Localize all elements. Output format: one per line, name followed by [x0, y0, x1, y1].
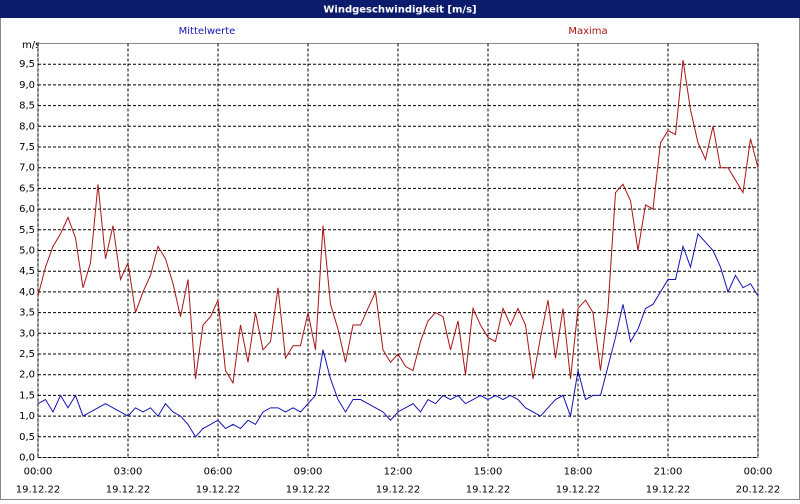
x-tick-label: 12:00: [384, 467, 413, 478]
chart-title: Windgeschwindigkeit [m/s]: [323, 5, 476, 16]
y-tick-label: 1,0: [19, 411, 35, 422]
y-tick-label: 9,5: [19, 59, 35, 70]
x-tick-label: 00:00: [24, 467, 53, 478]
x-tick-label: 18:00: [564, 467, 593, 478]
y-tick-label: 6,0: [19, 204, 35, 215]
y-tick-label: 3,5: [19, 308, 35, 319]
x-tick-label: 06:00: [204, 467, 233, 478]
y-tick-label: 8,0: [19, 121, 35, 132]
x-tick-date: 19.12.22: [106, 485, 151, 496]
x-tick-date: 19.12.22: [466, 485, 511, 496]
x-tick-date: 19.12.22: [196, 485, 241, 496]
y-tick-label: 0,5: [19, 432, 35, 443]
x-tick-label: 09:00: [294, 467, 323, 478]
x-tick-date: 19.12.22: [556, 485, 601, 496]
x-tick-date: 20.12.22: [736, 485, 781, 496]
line-series: [37, 232, 759, 438]
y-tick-label: 9,0: [19, 80, 35, 91]
y-tick-label: 5,0: [19, 246, 35, 257]
line-series: [37, 59, 759, 385]
y-tick-label: 7,0: [19, 163, 35, 174]
y-tick-label: 5,5: [19, 225, 35, 236]
x-tick-label: 00:00: [744, 467, 773, 478]
y-tick-label: 7,5: [19, 142, 35, 153]
y-tick-label: 1,5: [19, 390, 35, 401]
y-tick-label: 2,0: [19, 370, 35, 381]
y-tick-label: 3,0: [19, 328, 35, 339]
y-tick-label: 4,5: [19, 266, 35, 277]
legend-entry: Mittelwerte: [179, 26, 236, 37]
x-tick-date: 19.12.22: [286, 485, 331, 496]
legend-entry: Maxima: [568, 26, 607, 37]
y-unit: m/s: [22, 40, 40, 51]
x-tick-date: 19.12.22: [646, 485, 691, 496]
title-bar: [0, 0, 800, 18]
x-tick-label: 21:00: [654, 467, 683, 478]
y-tick-label: 6,5: [19, 183, 35, 194]
y-tick-label: 2,5: [19, 349, 35, 360]
y-tick-label: 0,0: [19, 453, 35, 464]
y-tick-label: 4,0: [19, 287, 35, 298]
x-tick-date: 19.12.22: [376, 485, 421, 496]
y-tick-label: 8,5: [19, 101, 35, 112]
x-tick-label: 03:00: [114, 467, 143, 478]
x-tick-label: 15:00: [474, 467, 503, 478]
x-tick-date: 19.12.22: [16, 485, 61, 496]
